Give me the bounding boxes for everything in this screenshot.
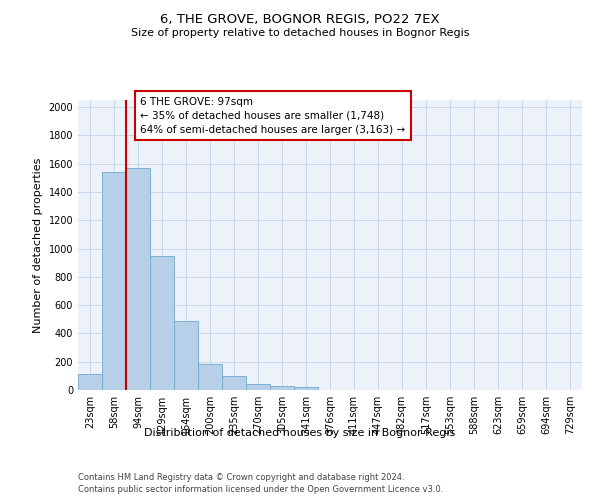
Bar [294,387,318,390]
Bar [222,376,246,390]
Bar [246,384,270,390]
Bar [174,320,198,390]
Bar [78,374,102,390]
Bar [126,168,150,390]
Text: Size of property relative to detached houses in Bognor Regis: Size of property relative to detached ho… [131,28,469,38]
Bar [102,172,126,390]
Text: Distribution of detached houses by size in Bognor Regis: Distribution of detached houses by size … [145,428,455,438]
Bar [198,364,222,390]
Bar [270,386,294,390]
Text: 6 THE GROVE: 97sqm
← 35% of detached houses are smaller (1,748)
64% of semi-deta: 6 THE GROVE: 97sqm ← 35% of detached hou… [140,96,406,134]
Text: 6, THE GROVE, BOGNOR REGIS, PO22 7EX: 6, THE GROVE, BOGNOR REGIS, PO22 7EX [160,12,440,26]
Y-axis label: Number of detached properties: Number of detached properties [33,158,43,332]
Text: Contains HM Land Registry data © Crown copyright and database right 2024.: Contains HM Land Registry data © Crown c… [78,472,404,482]
Text: Contains public sector information licensed under the Open Government Licence v3: Contains public sector information licen… [78,485,443,494]
Bar [150,256,174,390]
